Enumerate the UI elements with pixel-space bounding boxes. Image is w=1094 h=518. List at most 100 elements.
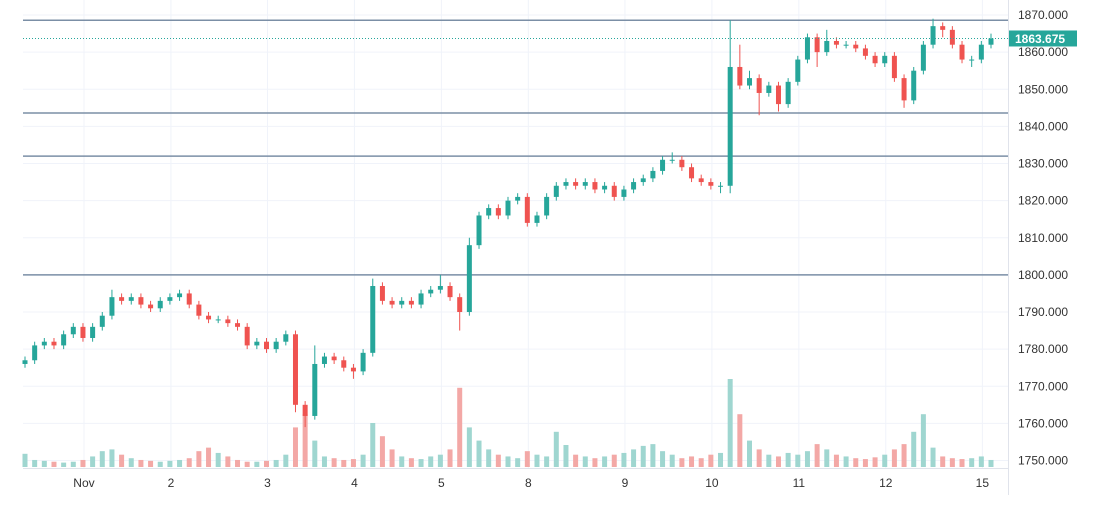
candle-body [727, 66, 733, 186]
candle-body [428, 289, 434, 294]
volume-bar [254, 461, 260, 467]
volume-bar [563, 445, 569, 467]
candle-body [457, 297, 463, 312]
volume-bar [524, 451, 530, 467]
volume-bar [747, 440, 752, 467]
candle-body [495, 208, 501, 216]
candle-body [660, 159, 666, 171]
candle-body [901, 78, 907, 101]
candle-body [331, 356, 337, 361]
volume-bar [949, 458, 955, 467]
volume-bar [302, 414, 308, 467]
candle-body [689, 167, 695, 179]
candle-body [51, 341, 57, 346]
candle-body [862, 48, 868, 56]
volume-bar [515, 458, 521, 467]
volume-bars [22, 379, 994, 467]
volume-bar [843, 456, 849, 467]
volume-bar [360, 454, 366, 467]
volume-bar [573, 454, 579, 467]
candle-body [563, 182, 569, 186]
candle-body [70, 326, 76, 335]
price-tick-label: 1800.000 [1018, 268, 1068, 282]
candle-body [157, 300, 163, 309]
volume-bar [766, 454, 772, 467]
price-axis[interactable]: 1870.000 1860.000 1850.000 1840.000 1830.000… [1018, 8, 1068, 468]
volume-bar [814, 444, 820, 467]
candle-body [524, 196, 530, 223]
candle-body [389, 300, 395, 305]
time-tick-label: 3 [264, 476, 271, 490]
candle-body [408, 300, 414, 305]
volume-bar [640, 445, 646, 467]
candle-body [824, 40, 830, 53]
candle-body [119, 297, 125, 301]
candle-body [41, 341, 47, 346]
volume-bar [264, 460, 269, 467]
candles [22, 18, 994, 428]
volume-bar [708, 454, 714, 467]
volume-bar [428, 456, 434, 467]
candle-body [360, 352, 366, 372]
candle-body [22, 360, 28, 364]
candle-body [978, 44, 984, 60]
volume-bar [61, 462, 67, 467]
volume-bar [795, 454, 801, 467]
last-price: 1863.675 [23, 30, 1077, 47]
candle-body [611, 185, 617, 197]
volume-bar [669, 454, 675, 467]
candle-body [833, 40, 839, 45]
time-tick-label: 12 [879, 476, 893, 490]
time-axis[interactable]: Nov 2 3 4 5 8 9 10 11 12 15 [73, 476, 989, 490]
volume-bar [611, 454, 617, 467]
volume-bar [631, 449, 637, 467]
volume-bar [486, 449, 492, 467]
volume-bar [862, 459, 868, 467]
volume-bar [930, 447, 936, 467]
candle-body [99, 315, 105, 327]
volume-bar [321, 456, 327, 467]
volume-bar [920, 414, 926, 467]
volume-bar [495, 454, 501, 467]
volume-bar [379, 436, 385, 467]
time-tick-label: 11 [793, 476, 806, 490]
candle-body [302, 404, 308, 416]
volume-bar [891, 449, 897, 467]
volume-bar [292, 427, 298, 467]
candle-body [437, 286, 443, 290]
candle-body [573, 182, 579, 186]
candle-body [447, 286, 453, 298]
time-tick-label: 8 [525, 476, 532, 490]
candle-body [196, 304, 202, 316]
candle-body [466, 245, 472, 312]
price-tick-label: 1830.000 [1018, 157, 1068, 171]
volume-bar [90, 456, 96, 467]
volume-bar [51, 461, 57, 467]
volume-bar [273, 459, 279, 467]
volume-bar [22, 453, 28, 467]
volume-bar [235, 459, 241, 467]
volume-bar [582, 456, 588, 467]
volume-bar [882, 454, 888, 467]
candle-body [698, 178, 704, 183]
price-tick-label: 1820.000 [1018, 194, 1068, 208]
price-tick-label: 1810.000 [1018, 231, 1068, 245]
candle-body [312, 363, 318, 416]
volume-bar [128, 458, 134, 467]
candle-body [621, 189, 627, 197]
volume-bar [698, 458, 704, 467]
candle-body [891, 55, 897, 79]
candle-body [177, 293, 183, 298]
volume-bar [969, 458, 975, 467]
candle-body [254, 341, 260, 346]
volume-bar [70, 461, 76, 467]
volume-bar [853, 458, 859, 467]
candle-body [804, 37, 810, 60]
volume-bar [505, 456, 511, 467]
volume-bar [621, 452, 627, 467]
time-tick-label: 9 [622, 476, 629, 490]
candle-body [138, 297, 144, 305]
candle-body [766, 85, 772, 93]
price-tick-label: 1760.000 [1018, 416, 1068, 430]
